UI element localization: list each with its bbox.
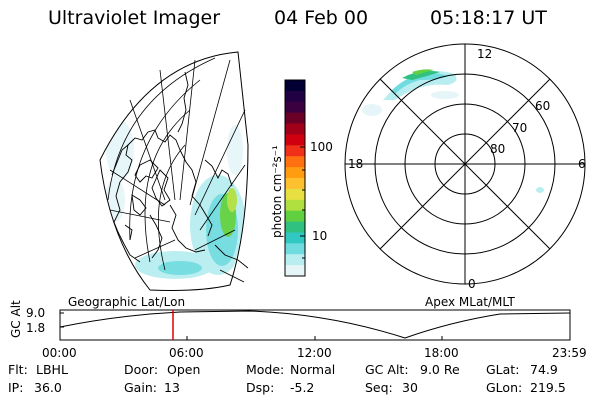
geographic-map xyxy=(99,51,249,291)
altitude-xtick-1800: 18:00 xyxy=(424,346,459,360)
mlat-label-80: 80 xyxy=(490,142,506,156)
color-scale-swatch xyxy=(285,188,305,201)
altitude-xtick-0000: 00:00 xyxy=(42,346,77,360)
altitude-ytick-low: 1.8 xyxy=(26,321,46,335)
color-scale-swatch xyxy=(285,123,305,135)
meta-dsp-value: -5.2 xyxy=(290,380,315,395)
color-scale-swatch xyxy=(285,90,305,103)
meta-dsp-label: Dsp: xyxy=(246,380,275,395)
mlt-label-18: 18 xyxy=(348,157,364,171)
meta-gain-label: Gain: xyxy=(124,380,157,395)
altitude-ylabel: GC Alt xyxy=(9,300,23,338)
map-boundary xyxy=(99,51,249,291)
longitude-grid xyxy=(109,59,246,259)
color-scale-swatch xyxy=(285,156,305,168)
colorbar-unit-label: photon cm⁻²s⁻¹ xyxy=(270,145,284,238)
meta-mode-label: Mode: xyxy=(246,362,285,377)
meta-door-label: Door: xyxy=(124,362,159,377)
color-scale-frame xyxy=(284,79,306,277)
altitude-x-ticks xyxy=(186,336,443,340)
instrument-title: Ultraviolet Imager xyxy=(48,7,221,29)
altitude-plot xyxy=(59,309,571,341)
mlt-label-12: 12 xyxy=(477,47,493,61)
color-scale-swatch xyxy=(285,178,305,190)
observation-date: 04 Feb 00 xyxy=(274,7,369,29)
left-panel-caption: Geographic Lat/Lon xyxy=(68,295,186,309)
observation-time: 05:18:17 UT xyxy=(430,7,547,29)
colorbar-tick-label-100: 100 xyxy=(310,140,333,154)
color-scale-bar xyxy=(285,80,305,277)
mlat-label-60: 60 xyxy=(535,99,551,113)
meta-glon-value: 219.5 xyxy=(530,380,566,395)
meta-seq-label: Seq: xyxy=(365,380,393,395)
color-scale-swatch xyxy=(285,232,305,244)
altitude-xtick-0600: 06:00 xyxy=(169,346,204,360)
meta-ip-value: 36.0 xyxy=(34,380,62,395)
altitude-ytick-high: 9.0 xyxy=(26,306,46,320)
meta-ip-label: IP: xyxy=(8,380,24,395)
meta-gain-value: 13 xyxy=(164,380,180,395)
polar-spokes xyxy=(345,44,585,284)
color-scale-swatch xyxy=(285,265,305,277)
color-scale-swatch xyxy=(285,134,305,146)
meta-glon-label: GLon: xyxy=(486,380,523,395)
color-scale-swatch xyxy=(285,80,305,92)
meta-flt-label: Flt: xyxy=(8,362,28,377)
color-scale-swatch xyxy=(285,221,305,233)
meta-door-value: Open xyxy=(167,362,201,377)
color-scale-swatch xyxy=(285,254,305,266)
altitude-plot-frame xyxy=(59,309,571,341)
mlat-label-70: 70 xyxy=(512,121,528,135)
coastlines xyxy=(111,71,249,283)
altitude-curve xyxy=(59,310,571,339)
mlt-label-6: 6 xyxy=(578,157,586,171)
color-scale-swatch xyxy=(285,243,305,255)
meta-glat-label: GLat: xyxy=(486,362,520,377)
meta-mode-value: Normal xyxy=(290,362,336,377)
color-scale-swatch xyxy=(285,112,305,125)
right-panel-caption: Apex MLat/MLT xyxy=(425,295,515,309)
meta-gcalt-label: GC Alt: xyxy=(365,362,409,377)
mlt-label-0: 0 xyxy=(468,277,476,291)
polar-grid-plot xyxy=(344,43,586,285)
color-scale-swatch xyxy=(285,101,305,114)
color-scale-ticks xyxy=(300,146,305,259)
altitude-xtick-2359: 23:59 xyxy=(552,346,587,360)
altitude-xtick-1200: 12:00 xyxy=(297,346,332,360)
colorbar-tick-label-10: 10 xyxy=(312,229,328,243)
color-scale-swatch xyxy=(285,145,305,157)
color-scale-swatch xyxy=(285,210,305,223)
meta-gcalt-value: 9.0 Re xyxy=(420,362,460,377)
color-scale-swatch xyxy=(285,199,305,212)
color-scale-swatch xyxy=(285,167,305,179)
meta-glat-value: 74.9 xyxy=(530,362,558,377)
meta-flt-value: LBHL xyxy=(36,362,68,377)
meta-seq-value: 30 xyxy=(402,380,418,395)
altitude-y-ticks xyxy=(60,312,64,328)
